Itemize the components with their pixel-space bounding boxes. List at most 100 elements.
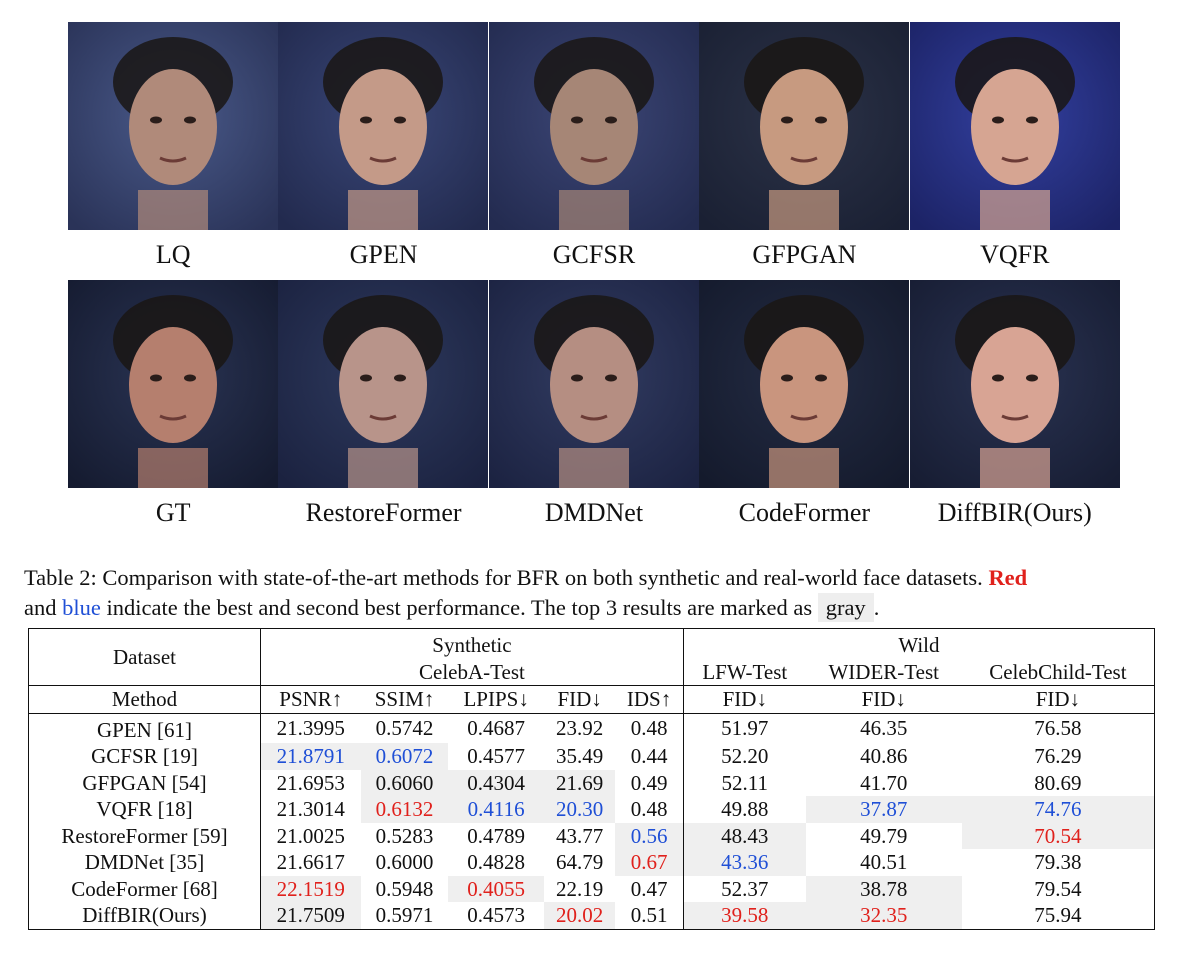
table-cell: 41.70 xyxy=(860,770,908,795)
caption-blue-word: blue xyxy=(62,595,101,620)
table-cell: 48.43 xyxy=(683,822,806,849)
table-cell: 0.4828 xyxy=(467,850,526,874)
method-name: DMDNet [35] xyxy=(28,849,261,876)
table-cell: 21.6953 xyxy=(276,770,345,795)
table-cell: 22.1519 xyxy=(260,875,361,902)
metric-header: FID↓ xyxy=(683,685,806,714)
table-cell: 43.36 xyxy=(683,849,806,876)
table-cell: 0.5283 xyxy=(375,823,434,848)
table-cell: 0.6000 xyxy=(375,850,434,874)
table-cell: 35.49 xyxy=(555,744,604,768)
caption-gray-word: gray xyxy=(817,593,874,622)
wild-header: Wild xyxy=(898,633,940,657)
face-photo-gcfsr xyxy=(488,22,699,230)
table-cell: 21.7509 xyxy=(260,902,361,929)
table-cell: 76.29 xyxy=(1034,744,1082,768)
image-label-gfpgan: GFPGAN xyxy=(752,240,857,269)
table-row: DiffBIR(Ours) 21.7509 0.5971 0.4573 20.02 0.5… xyxy=(28,902,1155,929)
table-cell: 0.4304 xyxy=(448,769,544,796)
table-cell: 0.5742 xyxy=(375,716,434,740)
face-photo-dmdnet xyxy=(488,280,699,488)
table-cell: 21.6617 xyxy=(276,850,345,874)
image-label-gcfsr: GCFSR xyxy=(552,240,636,269)
table-cell: 64.79 xyxy=(555,850,604,874)
method-name: GFPGAN [54] xyxy=(28,769,261,796)
table-cell: 0.51 xyxy=(615,902,684,929)
table-cell: 79.38 xyxy=(1034,850,1082,874)
metric-header-row: Method PSNR↑ SSIM↑ LPIPS↓ FID↓ IDS↑ FID↓ FID↓ F… xyxy=(28,685,1155,714)
table-cell: 32.35 xyxy=(805,902,962,929)
caption-red-word: Red xyxy=(988,565,1028,590)
table-cell: 52.11 xyxy=(721,770,769,795)
table-cell: 43.77 xyxy=(555,823,604,848)
table-cell: 0.5948 xyxy=(375,876,434,901)
table-cell: 74.76 xyxy=(961,796,1155,823)
synthetic-header: Synthetic xyxy=(260,628,684,659)
table-caption: Table 2: Comparison with state-of-the-ar… xyxy=(24,563,1169,623)
table-cell: 70.54 xyxy=(961,822,1155,849)
results-table: Dataset Synthetic Wild CelebA-Test LFW-T… xyxy=(28,628,1155,930)
wider-header: WIDER-Test xyxy=(805,658,962,686)
table-cell: 0.4055 xyxy=(448,875,544,902)
method-name: GCFSR [19] xyxy=(28,743,261,770)
face-photo-gfpgan xyxy=(699,22,910,230)
image-label-vqfr: VQFR xyxy=(980,240,1050,269)
table-cell: 40.51 xyxy=(860,850,908,874)
table-cell: 52.20 xyxy=(721,744,769,768)
table-cell: 22.19 xyxy=(555,876,604,901)
face-image-dmdnet xyxy=(488,280,699,488)
table-cell: 51.97 xyxy=(721,716,769,740)
table-cell: 0.47 xyxy=(615,875,684,902)
table-cell: 0.4573 xyxy=(467,903,526,927)
face-image-gcfsr xyxy=(488,22,699,230)
caption-prefix: Table 2: Comparison with state-of-the-ar… xyxy=(24,565,983,590)
table-cell: 20.02 xyxy=(543,902,616,929)
method-name: DiffBIR(Ours) xyxy=(28,902,261,929)
face-image-vqfr xyxy=(909,22,1120,230)
celeba-header: CelebA-Test xyxy=(260,658,684,686)
method-name: CodeFormer [68] xyxy=(28,875,261,902)
table-cell: 0.67 xyxy=(615,849,684,876)
face-image-lq xyxy=(68,22,278,230)
table-row: GCFSR [19] 21.8791 0.6072 0.4577 35.49 0.44 52… xyxy=(28,743,1155,770)
table-cell: 0.56 xyxy=(615,822,684,849)
metric-header: LPIPS↓ xyxy=(448,685,544,714)
table-cell: 21.3014 xyxy=(276,797,345,821)
image-label-gt: GT xyxy=(155,498,191,527)
table-cell: 49.88 xyxy=(721,797,769,821)
table-cell: 0.6132 xyxy=(360,796,449,823)
image-label-codeformer: CodeFormer xyxy=(738,498,871,527)
image-label-restoreformer: RestoreFormer xyxy=(305,498,462,527)
method-name: RestoreFormer [59] xyxy=(28,822,261,849)
table-cell: 21.0025 xyxy=(276,823,345,848)
face-photo-vqfr xyxy=(909,22,1120,230)
image-label-dmdnet: DMDNet xyxy=(544,498,644,527)
image-label-gpen: GPEN xyxy=(349,240,418,269)
table-row: VQFR [18] 21.3014 0.6132 0.4116 20.30 0.48 49.… xyxy=(28,796,1155,823)
table-cell: 37.87 xyxy=(805,796,962,823)
table-cell: 21.69 xyxy=(543,769,616,796)
table-row: GPEN [61] 21.3995 0.5742 0.4687 23.92 0.48 51.… xyxy=(28,713,1155,743)
face-photo-lq xyxy=(68,22,278,230)
table-cell: 0.4116 xyxy=(448,796,544,823)
metric-header: SSIM↑ xyxy=(360,685,449,714)
face-image-diffbir-ours xyxy=(909,280,1120,488)
face-image-codeformer xyxy=(699,280,910,488)
table-cell: 23.92 xyxy=(555,716,604,740)
table-cell: 0.5971 xyxy=(375,903,434,927)
face-image-gfpgan xyxy=(699,22,910,230)
method-name: GPEN [61] xyxy=(28,713,261,743)
table-cell: 0.49 xyxy=(615,769,684,796)
table-cell: 0.4789 xyxy=(467,823,526,848)
table-cell: 0.4577 xyxy=(467,744,526,768)
table-row: DMDNet [35] 21.6617 0.6000 0.4828 64.79 0.67 4… xyxy=(28,849,1155,876)
table-row: RestoreFormer [59] 21.0025 0.5283 0.4789 43.… xyxy=(28,822,1155,849)
table-cell: 79.54 xyxy=(1034,876,1082,901)
face-photo-diffbir-ours xyxy=(909,280,1120,488)
metric-header: FID↓ xyxy=(805,685,962,714)
table-cell: 39.58 xyxy=(683,902,806,929)
table-cell: 20.30 xyxy=(543,796,616,823)
metric-header: FID↓ xyxy=(961,685,1155,714)
image-row-1-labels: LQ GPEN GCFSR GFPGAN VQFR xyxy=(68,230,1120,280)
face-image-restoreformer xyxy=(278,280,489,488)
